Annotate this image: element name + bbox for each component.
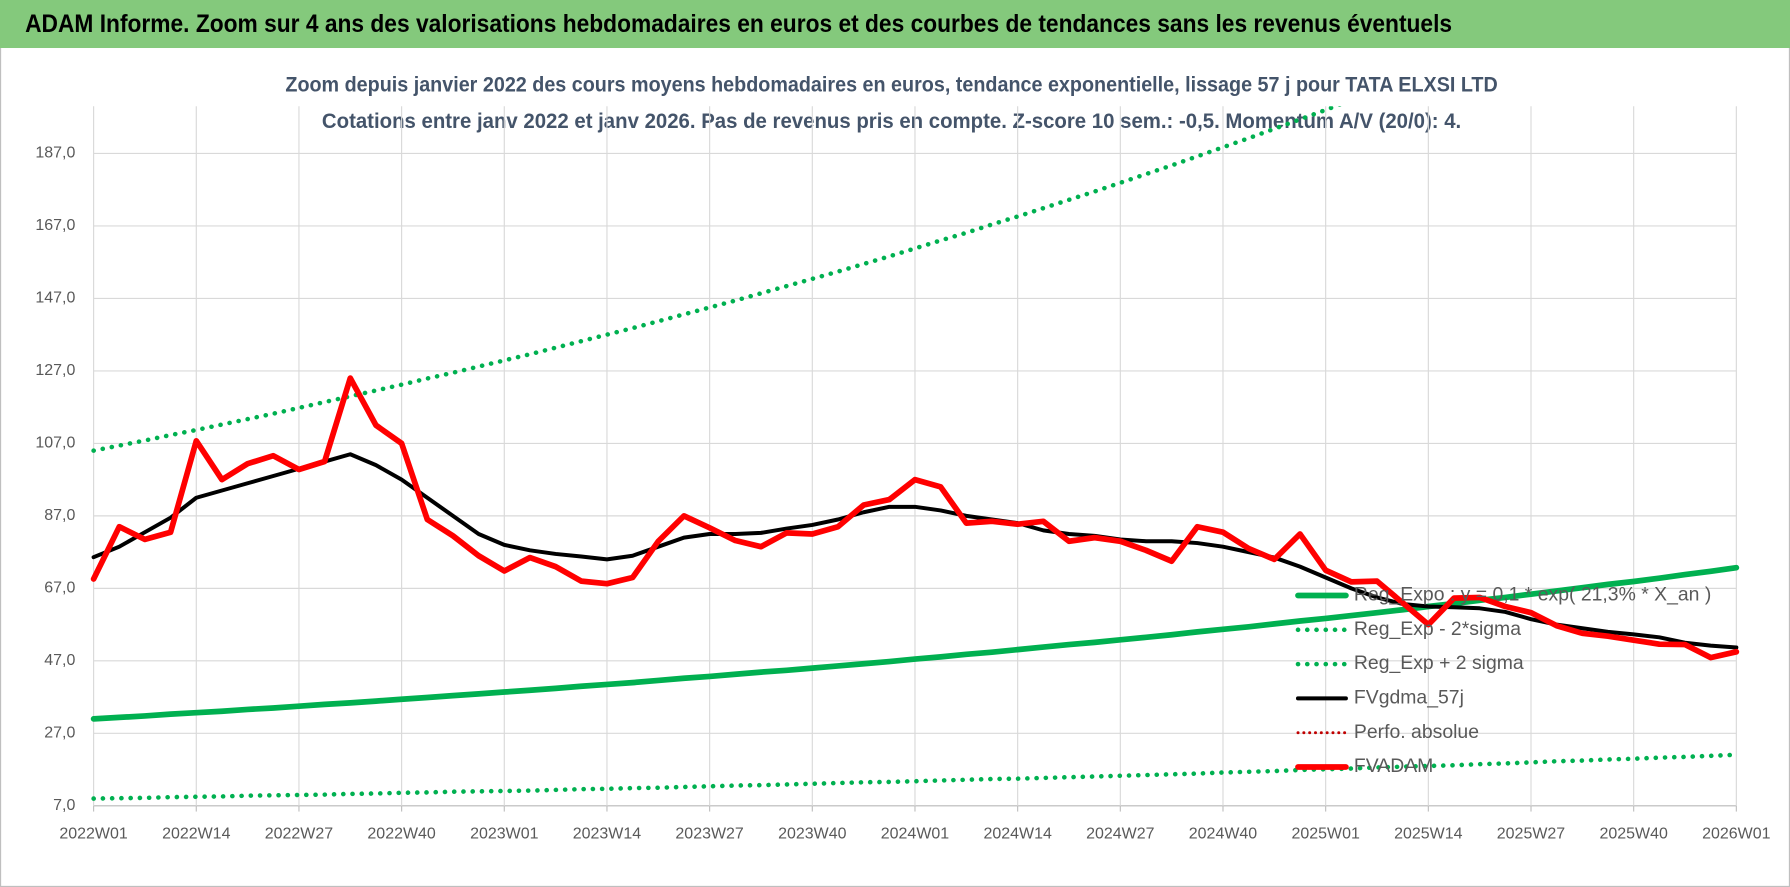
x-tick-label: 2022W27 xyxy=(265,826,333,843)
y-tick-label: 7,0 xyxy=(53,797,75,814)
legend-label: Perfo. absolue xyxy=(1354,721,1479,743)
series-line xyxy=(90,564,1740,722)
legend-label: Reg_Exp - 2*sigma xyxy=(1354,618,1521,640)
x-tick-label: 2023W14 xyxy=(573,826,641,843)
y-tick-label: 107,0 xyxy=(35,435,75,452)
x-tick-label: 2026W01 xyxy=(1702,826,1770,843)
y-tick-label: 167,0 xyxy=(35,217,75,234)
x-tick-label: 2025W01 xyxy=(1291,826,1359,843)
x-tick-label: 2023W01 xyxy=(470,826,538,843)
legend-label: FVADAM xyxy=(1354,755,1433,777)
plot-area xyxy=(90,106,1740,801)
x-tick-label: 2022W01 xyxy=(59,826,127,843)
x-tick-label: 2025W14 xyxy=(1394,826,1462,843)
x-tick-label: 2024W14 xyxy=(983,826,1051,843)
x-tick-label: 2023W40 xyxy=(778,826,846,843)
chart-subtitle: Cotations entre janv 2022 et janv 2026. … xyxy=(322,108,1461,133)
y-tick-label: 147,0 xyxy=(35,290,75,307)
y-tick-label: 47,0 xyxy=(44,652,75,669)
legend: Reg_Expo : y = 0,1 * exp( 21,3% * X_an )… xyxy=(1295,584,1711,777)
x-tick-label: 2025W27 xyxy=(1497,826,1565,843)
y-tick-label: 127,0 xyxy=(35,362,75,379)
header-title: ADAM Informe. Zoom sur 4 ans des valoris… xyxy=(25,10,1452,38)
header-band xyxy=(0,0,1790,49)
legend-label: Reg_Exp + 2 sigma xyxy=(1354,652,1524,674)
x-tick-label: 2022W14 xyxy=(162,826,230,843)
x-tick-label: 2024W27 xyxy=(1086,826,1154,843)
y-tick-label: 87,0 xyxy=(44,507,75,524)
x-tick-label: 2023W27 xyxy=(675,826,743,843)
y-tick-label: 187,0 xyxy=(35,145,75,162)
x-tick-label: 2022W40 xyxy=(367,826,435,843)
x-tick-label: 2025W40 xyxy=(1599,826,1667,843)
grid: 7,0 27,0 47,0 67,0 87,0 107,0 127,0 147,0 167,0 1… xyxy=(35,106,1771,843)
legend-label: FVgdma_57j xyxy=(1354,687,1464,709)
x-tick-label: 2024W01 xyxy=(881,826,949,843)
y-tick-label: 27,0 xyxy=(44,725,75,742)
chart-title: Zoom depuis janvier 2022 des cours moyen… xyxy=(285,71,1497,96)
x-tick-label: 2024W40 xyxy=(1189,826,1257,843)
series-line xyxy=(90,375,1740,661)
legend-label: Reg_Expo : y = 0,1 * exp( 21,3% * X_an ) xyxy=(1354,584,1711,606)
series-line xyxy=(91,452,1739,650)
y-tick-label: 67,0 xyxy=(44,580,75,597)
series-line xyxy=(91,752,1739,801)
